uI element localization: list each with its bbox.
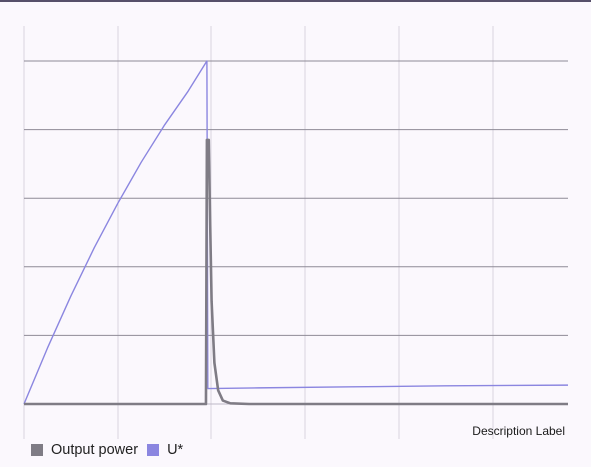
description-label: Description Label — [472, 424, 565, 438]
legend-swatch-u-star — [147, 444, 160, 456]
chart-grid — [23, 26, 568, 439]
series-line-u — [23, 60, 569, 405]
chart-series-layer — [23, 60, 569, 406]
legend-item-u-star[interactable]: U* — [147, 442, 183, 458]
legend-label-u-star: U* — [167, 442, 184, 458]
legend-swatch-output-power — [31, 444, 43, 456]
series-line-output-power — [24, 138, 568, 406]
chart-legend: Output power U* — [31, 442, 192, 458]
legend-item-output-power[interactable]: Output power — [31, 442, 138, 458]
legend-label-output-power: Output power — [51, 442, 139, 458]
